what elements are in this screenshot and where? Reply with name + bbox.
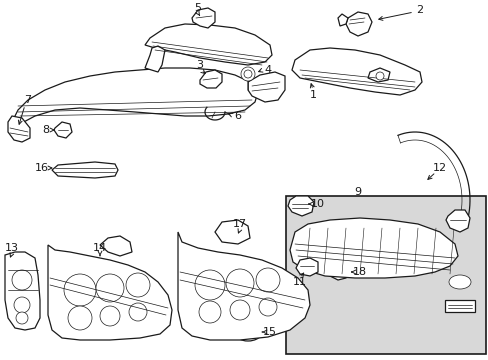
Polygon shape bbox=[287, 196, 313, 216]
Polygon shape bbox=[100, 236, 132, 256]
Circle shape bbox=[241, 67, 254, 81]
Polygon shape bbox=[12, 68, 258, 124]
Text: 7: 7 bbox=[24, 95, 32, 105]
Polygon shape bbox=[337, 14, 347, 26]
Circle shape bbox=[259, 298, 276, 316]
Polygon shape bbox=[145, 46, 164, 72]
Polygon shape bbox=[247, 72, 285, 102]
Polygon shape bbox=[367, 68, 389, 82]
Circle shape bbox=[199, 301, 221, 323]
Polygon shape bbox=[291, 48, 421, 95]
Polygon shape bbox=[444, 300, 474, 312]
Text: 13: 13 bbox=[5, 243, 19, 253]
Bar bbox=[285, 196, 485, 354]
Circle shape bbox=[12, 270, 32, 290]
Circle shape bbox=[16, 312, 28, 324]
Circle shape bbox=[229, 300, 249, 320]
Circle shape bbox=[68, 306, 92, 330]
Text: 4: 4 bbox=[264, 65, 271, 75]
Ellipse shape bbox=[239, 327, 257, 337]
Text: 8: 8 bbox=[42, 125, 49, 135]
Circle shape bbox=[225, 269, 253, 297]
Ellipse shape bbox=[448, 275, 470, 289]
Circle shape bbox=[126, 273, 150, 297]
Polygon shape bbox=[289, 218, 457, 278]
Circle shape bbox=[129, 303, 147, 321]
Text: 18: 18 bbox=[352, 267, 366, 277]
Text: 5: 5 bbox=[194, 3, 201, 13]
Circle shape bbox=[333, 267, 341, 275]
Polygon shape bbox=[215, 220, 249, 244]
Ellipse shape bbox=[234, 323, 262, 341]
Polygon shape bbox=[52, 162, 118, 178]
Text: 17: 17 bbox=[232, 219, 246, 229]
Circle shape bbox=[64, 274, 96, 306]
Polygon shape bbox=[200, 70, 222, 88]
Polygon shape bbox=[8, 116, 30, 142]
Circle shape bbox=[195, 270, 224, 300]
Text: 16: 16 bbox=[35, 163, 49, 173]
Polygon shape bbox=[54, 122, 72, 138]
Text: 2: 2 bbox=[416, 5, 423, 15]
Circle shape bbox=[100, 306, 120, 326]
Text: 3: 3 bbox=[196, 60, 203, 70]
Polygon shape bbox=[5, 252, 40, 330]
Text: 9: 9 bbox=[354, 187, 361, 197]
Text: 6: 6 bbox=[234, 111, 241, 121]
Text: 11: 11 bbox=[292, 277, 306, 287]
Polygon shape bbox=[192, 8, 215, 28]
Text: 14: 14 bbox=[93, 243, 107, 253]
Text: 10: 10 bbox=[310, 199, 325, 209]
Polygon shape bbox=[295, 258, 317, 276]
Text: 1: 1 bbox=[309, 90, 316, 100]
Polygon shape bbox=[48, 245, 172, 340]
Polygon shape bbox=[178, 232, 309, 340]
Circle shape bbox=[375, 72, 383, 80]
Polygon shape bbox=[346, 12, 371, 36]
Circle shape bbox=[244, 70, 251, 78]
Circle shape bbox=[96, 274, 124, 302]
Polygon shape bbox=[329, 263, 347, 280]
Circle shape bbox=[256, 268, 280, 292]
Circle shape bbox=[14, 297, 30, 313]
Text: 15: 15 bbox=[263, 327, 276, 337]
Polygon shape bbox=[445, 210, 469, 232]
Text: 12: 12 bbox=[432, 163, 446, 173]
Polygon shape bbox=[145, 24, 271, 65]
